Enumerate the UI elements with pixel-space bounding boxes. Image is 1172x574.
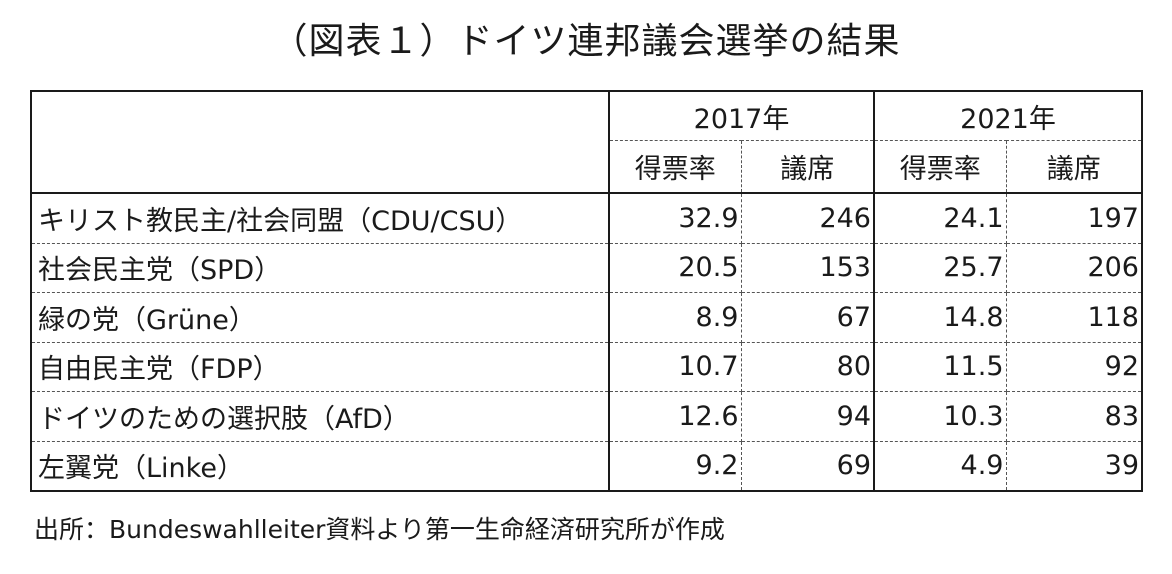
table-row: 緑の党（Grüne） 8.9 67 14.8 118 <box>30 292 1143 343</box>
election-results-table: 2017年 2021年 得票率 議席 得票率 議席 キリスト教民主/社会同盟（C… <box>30 90 1143 492</box>
vote-share-2017: 32.9 <box>609 193 742 244</box>
party-name: ドイツのための選択肢（AfD） <box>30 391 610 442</box>
seats-2021: 206 <box>1006 243 1143 293</box>
vote-share-2017: 20.5 <box>609 243 742 293</box>
header-party-cell <box>30 90 610 194</box>
party-name: 自由民主党（FDP） <box>30 342 610 392</box>
table-body: キリスト教民主/社会同盟（CDU/CSU） 32.9 246 24.1 197 社会民主党… <box>30 193 1143 492</box>
vote-share-2017: 12.6 <box>609 391 742 442</box>
party-name: 左翼党（Linke） <box>30 441 610 492</box>
header-vote-share-2017: 得票率 <box>609 140 742 194</box>
seats-2017: 94 <box>741 391 875 442</box>
vote-share-2017: 8.9 <box>609 292 742 343</box>
seats-2021: 197 <box>1006 193 1143 244</box>
seats-2021: 39 <box>1006 441 1143 492</box>
seats-2017: 153 <box>741 243 875 293</box>
table-row: キリスト教民主/社会同盟（CDU/CSU） 32.9 246 24.1 197 <box>30 193 1143 244</box>
vote-share-2021: 24.1 <box>874 193 1007 244</box>
vote-share-2021: 25.7 <box>874 243 1007 293</box>
table-title: （図表１）ドイツ連邦議会選挙の結果 <box>271 21 901 62</box>
header-seats-2021: 議席 <box>1006 140 1143 194</box>
header-seats-2017: 議席 <box>741 140 875 194</box>
header-vote-share-2021: 得票率 <box>874 140 1007 194</box>
vote-share-2017: 10.7 <box>609 342 742 392</box>
party-name: キリスト教民主/社会同盟（CDU/CSU） <box>30 193 610 244</box>
header-year-2021: 2021年 <box>874 90 1143 141</box>
seats-2017: 67 <box>741 292 875 343</box>
party-name: 社会民主党（SPD） <box>30 243 610 293</box>
seats-2021: 83 <box>1006 391 1143 442</box>
table-row: 社会民主党（SPD） 20.5 153 25.7 206 <box>30 243 1143 293</box>
vote-share-2021: 10.3 <box>874 391 1007 442</box>
header-row-years: 2017年 2021年 <box>30 90 1143 194</box>
header-row-metrics: 得票率 議席 得票率 議席 <box>31 140 1143 194</box>
vote-share-2021: 14.8 <box>874 292 1007 343</box>
vote-share-2021: 11.5 <box>874 342 1007 392</box>
table-row: ドイツのための選択肢（AfD） 12.6 94 10.3 83 <box>30 391 1143 442</box>
table-row: 自由民主党（FDP） 10.7 80 11.5 92 <box>30 342 1143 392</box>
seats-2017: 69 <box>741 441 875 492</box>
seats-2017: 80 <box>741 342 875 392</box>
header-year-2017: 2017年 <box>609 90 875 141</box>
seats-2017: 246 <box>741 193 875 244</box>
vote-share-2017: 9.2 <box>609 441 742 492</box>
seats-2021: 92 <box>1006 342 1143 392</box>
table-row: 左翼党（Linke） 9.2 69 4.9 39 <box>30 441 1143 492</box>
vote-share-2021: 4.9 <box>874 441 1007 492</box>
source-note: 出所：Bundeswahlleiter資料より第一生命経済研究所が作成 <box>34 515 725 544</box>
party-name: 緑の党（Grüne） <box>30 292 610 343</box>
seats-2021: 118 <box>1006 292 1143 343</box>
